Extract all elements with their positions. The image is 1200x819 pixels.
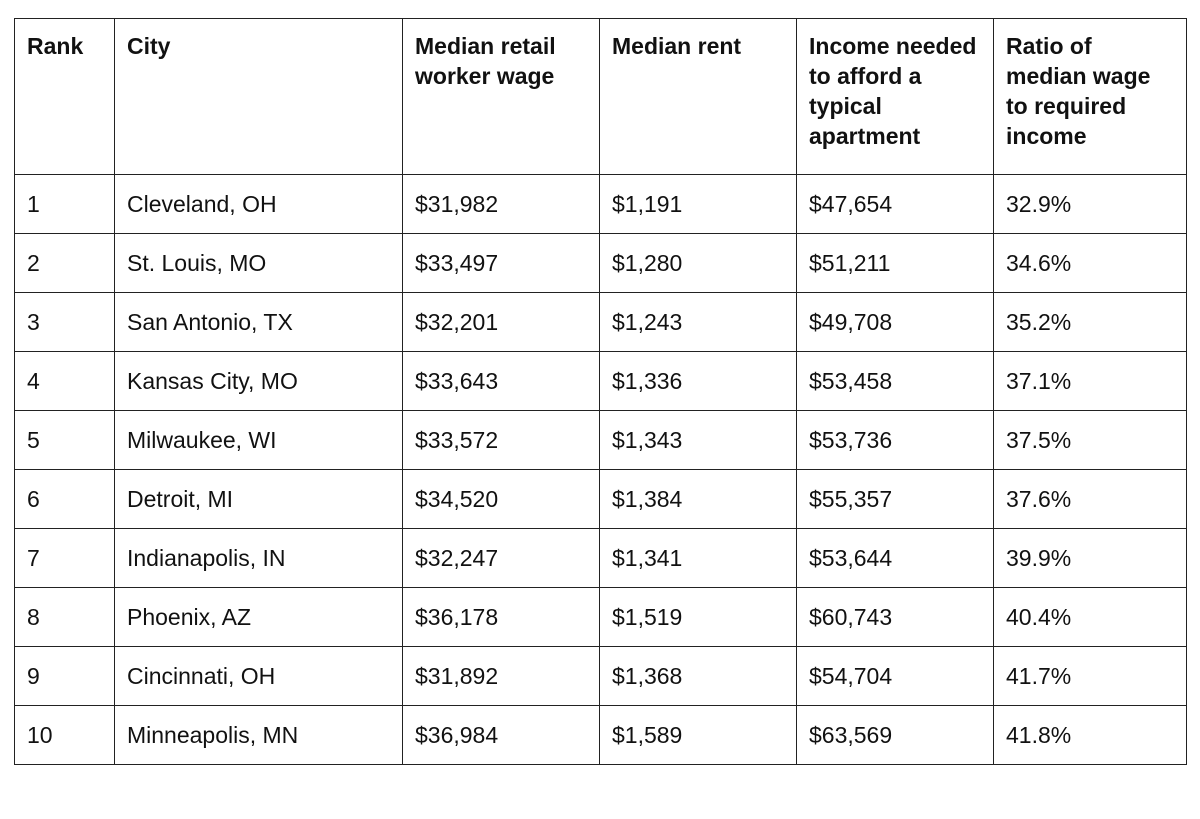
rank-cell: 6 (14, 469, 115, 529)
income-cell: $53,458 (796, 351, 994, 411)
rank-cell: 5 (14, 410, 115, 470)
wage-cell: $32,247 (402, 528, 600, 588)
header-city: City (114, 18, 403, 175)
rent-cell: $1,341 (599, 528, 797, 588)
income-cell: $54,704 (796, 646, 994, 706)
income-cell: $63,569 (796, 705, 994, 765)
ratio-cell: 34.6% (993, 233, 1187, 293)
wage-cell: $32,201 (402, 292, 600, 352)
income-cell: $49,708 (796, 292, 994, 352)
header-median-rent: Median rent (599, 18, 797, 175)
income-cell: $53,736 (796, 410, 994, 470)
table-row: 5 Milwaukee, WI $33,572 $1,343 $53,736 37.5% (14, 410, 1187, 470)
city-cell: St. Louis, MO (114, 233, 403, 293)
income-cell: $47,654 (796, 174, 994, 234)
wage-cell: $33,643 (402, 351, 600, 411)
rank-cell: 7 (14, 528, 115, 588)
rank-cell: 2 (14, 233, 115, 293)
ratio-cell: 35.2% (993, 292, 1187, 352)
ratio-cell: 40.4% (993, 587, 1187, 647)
city-cell: Milwaukee, WI (114, 410, 403, 470)
table-body: 1 Cleveland, OH $31,982 $1,191 $47,654 32.9% 2… (14, 174, 1187, 765)
rent-cell: $1,336 (599, 351, 797, 411)
wage-cell: $36,178 (402, 587, 600, 647)
table-row: 8 Phoenix, AZ $36,178 $1,519 $60,743 40.4% (14, 587, 1187, 647)
city-cell: Indianapolis, IN (114, 528, 403, 588)
table-row: 9 Cincinnati, OH $31,892 $1,368 $54,704 41.7% (14, 646, 1187, 706)
city-cell: Phoenix, AZ (114, 587, 403, 647)
table-row: 7 Indianapolis, IN $32,247 $1,341 $53,644 39.… (14, 528, 1187, 588)
ratio-cell: 32.9% (993, 174, 1187, 234)
ratio-cell: 37.1% (993, 351, 1187, 411)
income-cell: $55,357 (796, 469, 994, 529)
rent-cell: $1,589 (599, 705, 797, 765)
rent-cell: $1,368 (599, 646, 797, 706)
city-cell: Detroit, MI (114, 469, 403, 529)
ratio-cell: 37.6% (993, 469, 1187, 529)
city-cell: Kansas City, MO (114, 351, 403, 411)
city-cell: Cleveland, OH (114, 174, 403, 234)
wage-cell: $36,984 (402, 705, 600, 765)
data-table: Rank City Median retail worker wage Medi… (14, 18, 1187, 765)
rent-cell: $1,519 (599, 587, 797, 647)
city-cell: Cincinnati, OH (114, 646, 403, 706)
rent-cell: $1,243 (599, 292, 797, 352)
rank-cell: 1 (14, 174, 115, 234)
table-header: Rank City Median retail worker wage Medi… (14, 18, 1187, 175)
rank-cell: 3 (14, 292, 115, 352)
wage-cell: $33,497 (402, 233, 600, 293)
table-row: 4 Kansas City, MO $33,643 $1,336 $53,458 37.1… (14, 351, 1187, 411)
ratio-cell: 41.7% (993, 646, 1187, 706)
income-cell: $53,644 (796, 528, 994, 588)
ratio-cell: 41.8% (993, 705, 1187, 765)
wage-cell: $34,520 (402, 469, 600, 529)
rank-cell: 9 (14, 646, 115, 706)
header-income-needed: Income needed to afford a typical apartm… (796, 18, 994, 175)
header-row: Rank City Median retail worker wage Medi… (14, 18, 1187, 175)
ratio-cell: 37.5% (993, 410, 1187, 470)
table-row: 6 Detroit, MI $34,520 $1,384 $55,357 37.6% (14, 469, 1187, 529)
city-cell: Minneapolis, MN (114, 705, 403, 765)
wage-cell: $31,892 (402, 646, 600, 706)
income-cell: $60,743 (796, 587, 994, 647)
header-median-wage: Median retail worker wage (402, 18, 600, 175)
wage-cell: $33,572 (402, 410, 600, 470)
wage-cell: $31,982 (402, 174, 600, 234)
rent-cell: $1,384 (599, 469, 797, 529)
rank-cell: 10 (14, 705, 115, 765)
table-row: 3 San Antonio, TX $32,201 $1,243 $49,708 35.2… (14, 292, 1187, 352)
city-cell: San Antonio, TX (114, 292, 403, 352)
header-rank: Rank (14, 18, 115, 175)
rank-cell: 8 (14, 587, 115, 647)
header-ratio: Ratio of median wage to required income (993, 18, 1187, 175)
income-cell: $51,211 (796, 233, 994, 293)
rent-cell: $1,191 (599, 174, 797, 234)
rent-cell: $1,343 (599, 410, 797, 470)
ratio-cell: 39.9% (993, 528, 1187, 588)
table-row: 10 Minneapolis, MN $36,984 $1,589 $63,569 41.… (14, 705, 1187, 765)
table-row: 2 St. Louis, MO $33,497 $1,280 $51,211 34.6% (14, 233, 1187, 293)
rent-cell: $1,280 (599, 233, 797, 293)
table-row: 1 Cleveland, OH $31,982 $1,191 $47,654 32.9% (14, 174, 1187, 234)
rank-cell: 4 (14, 351, 115, 411)
